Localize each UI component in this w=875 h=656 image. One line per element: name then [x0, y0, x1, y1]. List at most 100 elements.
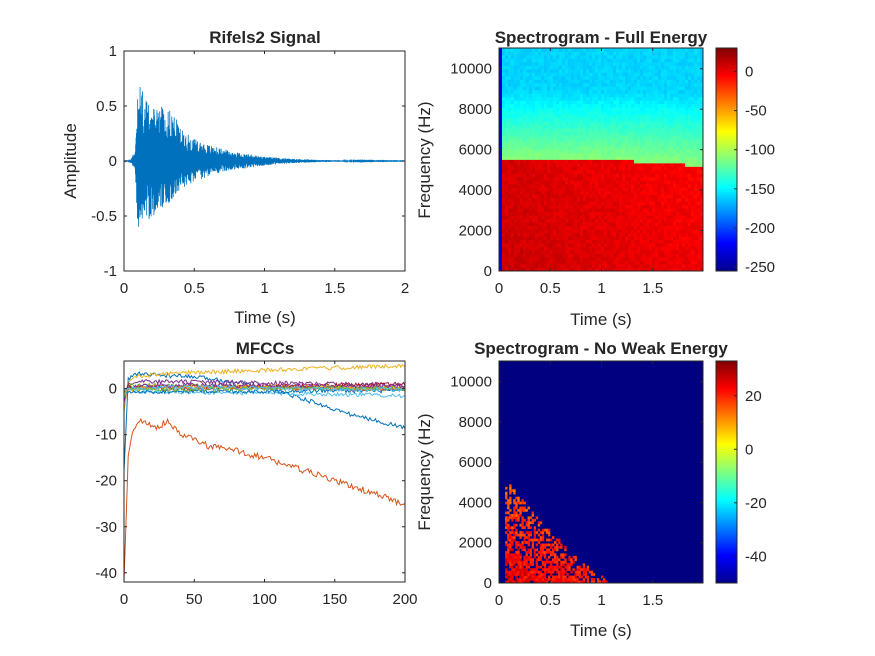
spectrogram-full-cell [526, 48, 530, 52]
spectrogram-full-cell [640, 250, 644, 254]
spectrogram-threshold-cell [521, 578, 524, 581]
spectrogram-full-cell [700, 65, 704, 70]
spectrogram-full-cell [565, 107, 569, 112]
spectrogram-full-cell [520, 176, 524, 181]
spectrogram-full-cell [535, 117, 539, 122]
spectrogram-full-cell [499, 121, 503, 126]
spectrogram-full-cell [595, 79, 599, 84]
spectrogram-threshold-cell [527, 573, 530, 576]
spectrogram-full-cell [652, 187, 656, 192]
spectrogram-full-cell [601, 166, 605, 171]
spectrogram-full-cell [544, 117, 548, 122]
spectrogram-threshold-cell [515, 570, 518, 574]
spectrogram-full-cell [604, 208, 608, 213]
spectrogram-full-cell [574, 124, 578, 129]
spectrogram-full-cell [625, 204, 629, 209]
spectrogram-full-cell [580, 246, 584, 251]
spectrogram-full-cell [592, 128, 596, 133]
spectrogram-full-cell [697, 236, 701, 241]
spectrogram-full-cell [658, 152, 662, 157]
spectrogram-full-cell [616, 61, 620, 66]
spectrogram-full-cell [571, 239, 575, 244]
spectrogram-full-cell [553, 89, 557, 94]
spectrogram-full-cell [535, 114, 539, 119]
spectrogram-full-cell [625, 197, 629, 202]
spectrogram-full-cell [523, 58, 527, 63]
spectrogram-full-cell [658, 107, 662, 112]
spectrogram-full-cell [541, 61, 545, 66]
spectrogram-full-cell [628, 267, 632, 272]
spectrogram-full-cell [643, 225, 647, 230]
spectrogram-full-cell [556, 61, 560, 66]
spectrogram-full-cell [511, 82, 515, 87]
spectrogram-full-cell [601, 215, 605, 220]
spectrogram-full-cell [544, 58, 548, 63]
spectrogram-full-cell [694, 96, 698, 101]
spectrogram-threshold-cell [509, 555, 512, 559]
spectrogram-full-cell [574, 239, 578, 244]
spectrogram-full-cell [556, 54, 560, 59]
spectrogram-full-cell [700, 246, 704, 251]
spectrogram-full-cell [583, 128, 587, 133]
spectrogram-full-cell [565, 190, 569, 195]
spectrogram-full-cell [538, 183, 542, 188]
spectrogram-full-cell [598, 257, 602, 261]
spectrogram-full-cell [652, 58, 656, 63]
spectrogram-full-cell [631, 79, 635, 84]
spectrogram-threshold-cell [525, 563, 528, 567]
spectrogram-full-cell [535, 96, 539, 101]
spectrogram-full-cell [670, 204, 674, 209]
spectrogram-full-cell [619, 79, 623, 84]
spectrogram-threshold-cell [537, 580, 541, 584]
spectrogram-full-cell [622, 173, 626, 178]
spectrogram-full-cell [535, 180, 539, 185]
spectrogram-full-cell [682, 107, 686, 112]
spectrogram-full-cell [523, 257, 527, 261]
spectrogram-full-cell [568, 250, 572, 254]
spectrogram-full-cell [556, 264, 560, 268]
spectrogram-full-cell [691, 79, 695, 84]
spectrogram-full-cell [658, 68, 662, 73]
spectrogram-full-cell [634, 138, 638, 143]
spectrogram-threshold-cell [541, 546, 545, 549]
spectrogram-full-cell [637, 68, 641, 73]
spectrogram-threshold-cell [547, 528, 551, 532]
spectrogram-full-cell [520, 79, 524, 84]
spectrogram-full-cell [667, 201, 671, 206]
spectrogram-full-cell [565, 187, 569, 192]
spectrogram-threshold-cell [539, 550, 543, 554]
spectrogram-threshold-cell [547, 550, 551, 554]
spectrogram-full-cell [550, 89, 554, 94]
spectrogram-full-cell [544, 159, 548, 164]
spectrogram-full-cell [595, 257, 599, 261]
spectrogram-full-cell [601, 246, 605, 251]
spectrogram-full-cell [637, 72, 641, 77]
spectrogram-full-cell [637, 159, 641, 164]
spectrogram-full-cell [523, 243, 527, 248]
spectrogram-threshold-cell [517, 565, 520, 569]
spectrogram-full-cell [682, 114, 686, 119]
spectrogram-full-cell [634, 48, 638, 52]
spectrogram-threshold-cell [515, 513, 518, 517]
spectrogram-full-cell [631, 194, 635, 199]
spectrogram-full-cell [655, 82, 659, 87]
spectrogram-full-cell [592, 131, 596, 136]
spectrogram-full-cell [580, 236, 584, 241]
spectrogram-full-cell [538, 222, 542, 227]
spectrogram-full-cell [697, 61, 701, 66]
spectrogram-full-cell [652, 222, 656, 227]
spectrogram-full-cell [676, 138, 680, 143]
spectrogram-full-cell [613, 86, 617, 91]
spectrogram-full-cell [577, 110, 581, 115]
spectrogram-full-cell [571, 169, 575, 174]
spectrogram-full-cell [667, 65, 671, 70]
spectrogram-threshold-cell [533, 538, 537, 542]
spectrogram-full-cell [538, 173, 542, 178]
spectrogram-full-cell [520, 114, 524, 119]
spectrogram-full-cell [676, 131, 680, 136]
spectrogram-full-cell [511, 229, 515, 234]
spectrogram-full-cell [646, 197, 650, 202]
spectrogram-full-cell [499, 232, 503, 237]
spectrogram-full-cell [673, 142, 677, 146]
spectrogram-full-cell [547, 169, 551, 174]
